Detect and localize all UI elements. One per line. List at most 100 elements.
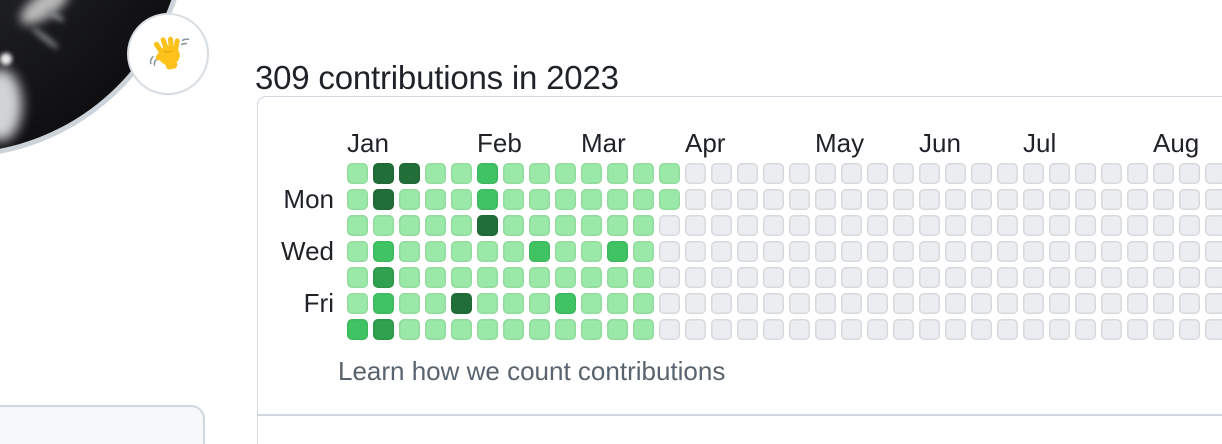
contribution-cell[interactable] xyxy=(1101,293,1122,314)
contribution-cell[interactable] xyxy=(893,189,914,210)
contribution-cell[interactable] xyxy=(607,241,628,262)
contribution-cell[interactable] xyxy=(1075,163,1096,184)
contribution-cell[interactable] xyxy=(893,293,914,314)
contribution-cell[interactable] xyxy=(347,241,368,262)
contribution-cell[interactable] xyxy=(1023,189,1044,210)
contribution-cell[interactable] xyxy=(373,267,394,288)
contribution-cell[interactable] xyxy=(919,241,940,262)
contribution-cell[interactable] xyxy=(633,319,654,340)
contribution-cell[interactable] xyxy=(763,319,784,340)
contribution-cell[interactable] xyxy=(1153,215,1174,236)
contribution-cell[interactable] xyxy=(1127,319,1148,340)
contribution-cell[interactable] xyxy=(425,293,446,314)
contribution-cell[interactable] xyxy=(841,189,862,210)
contribution-cell[interactable] xyxy=(373,293,394,314)
contribution-cell[interactable] xyxy=(841,215,862,236)
contribution-cell[interactable] xyxy=(997,319,1018,340)
status-emoji-badge[interactable] xyxy=(127,13,209,95)
contribution-cell[interactable] xyxy=(919,215,940,236)
contribution-cell[interactable] xyxy=(1075,241,1096,262)
contribution-cell[interactable] xyxy=(1101,241,1122,262)
contribution-cell[interactable] xyxy=(997,267,1018,288)
contribution-cell[interactable] xyxy=(503,319,524,340)
contribution-cell[interactable] xyxy=(971,267,992,288)
contribution-cell[interactable] xyxy=(607,189,628,210)
contribution-cell[interactable] xyxy=(1075,319,1096,340)
contribution-cell[interactable] xyxy=(425,189,446,210)
contribution-cell[interactable] xyxy=(451,215,472,236)
contribution-cell[interactable] xyxy=(737,189,758,210)
contribution-cell[interactable] xyxy=(945,293,966,314)
contribution-cell[interactable] xyxy=(503,163,524,184)
contribution-cell[interactable] xyxy=(789,267,810,288)
contribution-cell[interactable] xyxy=(1127,267,1148,288)
contribution-cell[interactable] xyxy=(1101,163,1122,184)
contribution-cell[interactable] xyxy=(425,319,446,340)
contribution-cell[interactable] xyxy=(711,293,732,314)
contribution-cell[interactable] xyxy=(1075,189,1096,210)
contribution-cell[interactable] xyxy=(1023,163,1044,184)
contribution-cell[interactable] xyxy=(1153,241,1174,262)
contribution-cell[interactable] xyxy=(1179,241,1200,262)
contribution-cell[interactable] xyxy=(763,241,784,262)
contribution-cell[interactable] xyxy=(425,163,446,184)
contribution-cell[interactable] xyxy=(711,189,732,210)
contribution-cell[interactable] xyxy=(503,267,524,288)
contribution-cell[interactable] xyxy=(347,189,368,210)
contribution-cell[interactable] xyxy=(893,215,914,236)
contribution-cell[interactable] xyxy=(581,267,602,288)
learn-how-link[interactable]: Learn how we count contributions xyxy=(338,356,726,386)
contribution-cell[interactable] xyxy=(477,215,498,236)
contribution-cell[interactable] xyxy=(789,293,810,314)
contribution-cell[interactable] xyxy=(633,293,654,314)
contribution-cell[interactable] xyxy=(971,293,992,314)
contribution-cell[interactable] xyxy=(919,189,940,210)
contribution-cell[interactable] xyxy=(971,215,992,236)
contribution-cell[interactable] xyxy=(659,189,680,210)
contribution-cell[interactable] xyxy=(763,267,784,288)
contribution-cell[interactable] xyxy=(789,241,810,262)
contribution-cell[interactable] xyxy=(451,293,472,314)
contribution-cell[interactable] xyxy=(581,215,602,236)
contribution-cell[interactable] xyxy=(503,189,524,210)
contribution-cell[interactable] xyxy=(789,319,810,340)
contribution-cell[interactable] xyxy=(607,215,628,236)
contribution-cell[interactable] xyxy=(711,163,732,184)
contribution-cell[interactable] xyxy=(789,189,810,210)
contribution-cell[interactable] xyxy=(789,163,810,184)
contribution-cell[interactable] xyxy=(841,293,862,314)
contribution-cell[interactable] xyxy=(997,241,1018,262)
contribution-cell[interactable] xyxy=(399,319,420,340)
contribution-cell[interactable] xyxy=(1179,215,1200,236)
contribution-cell[interactable] xyxy=(685,189,706,210)
contribution-cell[interactable] xyxy=(711,215,732,236)
contribution-cell[interactable] xyxy=(893,163,914,184)
contribution-cell[interactable] xyxy=(737,163,758,184)
contribution-cell[interactable] xyxy=(451,189,472,210)
contribution-cell[interactable] xyxy=(867,241,888,262)
contribution-cell[interactable] xyxy=(971,319,992,340)
contribution-cell[interactable] xyxy=(373,319,394,340)
contribution-cell[interactable] xyxy=(815,163,836,184)
contribution-cell[interactable] xyxy=(451,163,472,184)
contribution-cell[interactable] xyxy=(399,163,420,184)
contribution-cell[interactable] xyxy=(1075,293,1096,314)
contribution-cell[interactable] xyxy=(815,189,836,210)
contribution-cell[interactable] xyxy=(633,241,654,262)
contribution-cell[interactable] xyxy=(425,215,446,236)
contribution-cell[interactable] xyxy=(1205,215,1222,236)
contribution-cell[interactable] xyxy=(1075,267,1096,288)
contribution-cell[interactable] xyxy=(919,267,940,288)
contribution-cell[interactable] xyxy=(581,319,602,340)
contribution-cell[interactable] xyxy=(477,189,498,210)
contribution-cell[interactable] xyxy=(1179,293,1200,314)
contribution-cell[interactable] xyxy=(971,189,992,210)
contribution-cell[interactable] xyxy=(867,319,888,340)
contribution-cell[interactable] xyxy=(1205,267,1222,288)
contribution-cell[interactable] xyxy=(1127,293,1148,314)
contribution-cell[interactable] xyxy=(815,293,836,314)
contribution-cell[interactable] xyxy=(1049,319,1070,340)
contribution-cell[interactable] xyxy=(841,319,862,340)
contribution-cell[interactable] xyxy=(529,189,550,210)
contribution-cell[interactable] xyxy=(685,163,706,184)
